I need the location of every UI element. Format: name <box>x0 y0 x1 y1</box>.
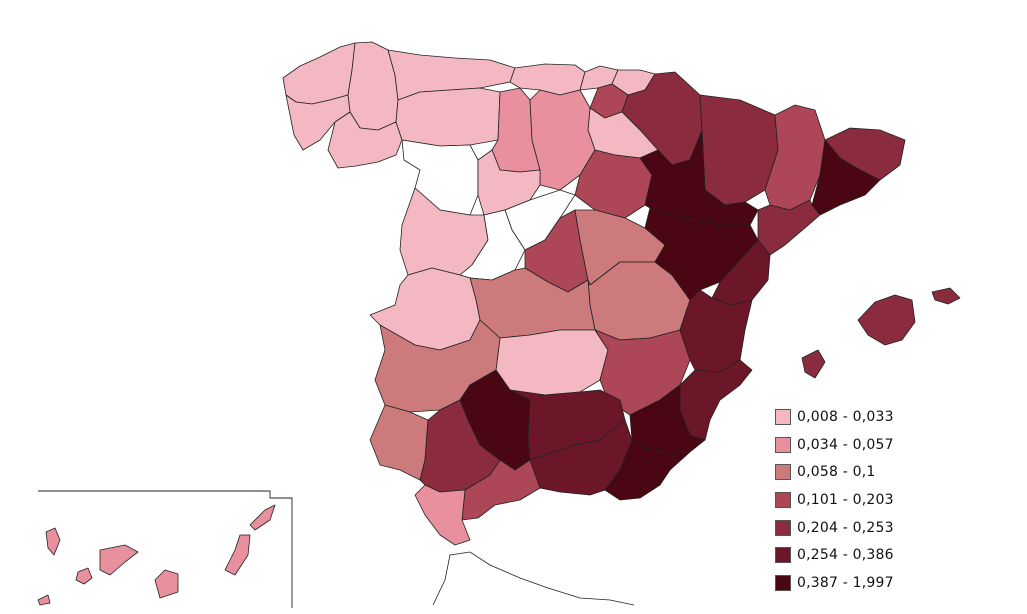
province-mallorca <box>857 294 916 346</box>
province-leon <box>395 87 501 147</box>
province-cadiz <box>414 484 471 546</box>
legend-item: 0,008 - 0,033 <box>775 403 975 431</box>
province-ciudad-real <box>495 329 609 396</box>
legend-swatch <box>775 547 791 564</box>
province-ourense <box>327 111 403 169</box>
province-asturias <box>387 49 516 101</box>
legend-swatch <box>775 436 791 453</box>
legend-label: 0,387 - 1,997 <box>797 574 894 591</box>
legend-swatch <box>775 408 791 425</box>
province-soria <box>574 149 653 219</box>
legend-swatch <box>775 491 791 508</box>
province-a-coruna <box>282 42 356 105</box>
legend-label: 0,058 - 0,1 <box>797 464 876 481</box>
legend-label: 0,034 - 0,057 <box>797 436 894 453</box>
legend-item: 0,034 - 0,057 <box>775 431 975 459</box>
legend-swatch <box>775 519 791 536</box>
legend-item: 0,101 - 0,203 <box>775 486 975 514</box>
canary-islands-inset <box>37 490 293 608</box>
province-menorca <box>931 287 961 305</box>
legend-label: 0,254 - 0,386 <box>797 547 894 564</box>
legend-item: 0,387 - 1,997 <box>775 569 975 597</box>
legend-label: 0,101 - 0,203 <box>797 491 894 508</box>
legend-item: 0,058 - 0,1 <box>775 458 975 486</box>
legend-swatch <box>775 464 791 481</box>
legend-item: 0,204 - 0,253 <box>775 514 975 542</box>
legend-label: 0,204 - 0,253 <box>797 519 894 536</box>
legend-item: 0,254 - 0,386 <box>775 541 975 569</box>
province-ibiza <box>801 349 826 379</box>
map-legend: 0,008 - 0,033 0,034 - 0,057 0,058 - 0,1 0,1… <box>775 403 975 597</box>
legend-label: 0,008 - 0,033 <box>797 408 894 425</box>
province-malaga <box>461 459 541 521</box>
province-valladolid <box>477 149 541 216</box>
province-tarragona <box>757 199 821 256</box>
province-alicante <box>679 359 753 441</box>
province-huelva <box>369 404 429 481</box>
legend-swatch <box>775 574 791 591</box>
province-almeria <box>604 439 691 501</box>
north-africa-coastline <box>432 551 635 606</box>
province-valencia <box>679 289 753 373</box>
